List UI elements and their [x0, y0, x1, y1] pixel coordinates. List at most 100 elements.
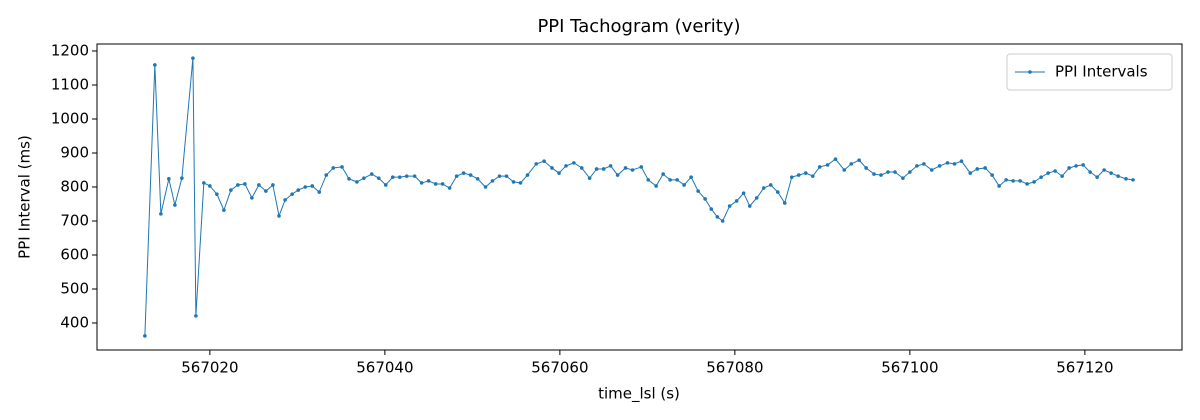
data-point	[696, 189, 700, 193]
data-point	[1032, 180, 1036, 184]
data-point	[668, 178, 672, 182]
legend-label: PPI Intervals	[1055, 63, 1148, 81]
data-point	[608, 164, 613, 168]
data-point	[243, 182, 247, 186]
y-tick-label: 800	[60, 178, 89, 196]
data-point	[271, 183, 275, 187]
data-point	[703, 197, 707, 201]
data-point	[810, 174, 815, 178]
data-point	[180, 176, 184, 180]
y-tick-label: 900	[60, 144, 89, 162]
data-point	[483, 185, 488, 189]
data-point	[768, 183, 773, 187]
data-point	[1124, 177, 1128, 181]
data-point	[1131, 178, 1135, 182]
data-point	[475, 177, 480, 181]
data-point	[412, 174, 417, 178]
data-point	[236, 183, 240, 187]
data-point	[908, 170, 912, 174]
x-tick-label: 567040	[356, 359, 413, 377]
data-point	[1025, 182, 1029, 186]
data-point	[215, 192, 219, 196]
data-point	[901, 176, 905, 180]
y-tick-label: 500	[60, 280, 89, 298]
data-point	[715, 215, 720, 219]
data-point	[654, 184, 658, 188]
data-point	[173, 203, 177, 207]
data-point	[864, 166, 868, 170]
data-point	[390, 175, 395, 179]
data-point	[1060, 174, 1064, 178]
data-point	[945, 161, 950, 165]
data-point	[1116, 174, 1120, 178]
data-point	[975, 167, 980, 171]
data-point	[1067, 166, 1071, 170]
data-point	[324, 173, 329, 177]
y-tick-label: 600	[60, 246, 89, 264]
data-point	[194, 314, 198, 318]
x-tick-label: 567020	[181, 359, 238, 377]
data-point	[317, 190, 322, 194]
data-point	[775, 190, 780, 194]
x-axis-label: time_lsl (s)	[598, 385, 680, 404]
data-point	[1109, 171, 1113, 175]
data-point	[789, 175, 794, 179]
chart-title: PPI Tachogram (verity)	[537, 16, 740, 37]
data-point	[1095, 175, 1099, 179]
data-point	[153, 63, 157, 67]
data-point	[264, 189, 268, 193]
data-point	[990, 173, 994, 177]
data-point	[468, 173, 473, 177]
x-tick-label: 567120	[1056, 359, 1113, 377]
data-point	[257, 183, 261, 187]
data-point	[557, 171, 561, 175]
data-point	[191, 56, 195, 60]
data-point	[511, 180, 516, 184]
data-point	[572, 161, 576, 165]
data-point	[290, 192, 294, 196]
data-point	[937, 164, 942, 168]
data-point	[347, 177, 351, 181]
data-point	[661, 172, 665, 176]
data-point	[1018, 179, 1022, 183]
data-point	[817, 165, 822, 169]
data-point	[159, 212, 163, 216]
data-point	[404, 174, 409, 178]
data-point	[296, 188, 301, 192]
data-point	[167, 177, 171, 181]
data-point	[720, 219, 725, 223]
data-point	[208, 184, 212, 188]
data-point	[504, 174, 509, 178]
data-point	[803, 171, 808, 175]
data-point	[397, 175, 402, 179]
data-point	[355, 180, 359, 184]
data-point	[447, 186, 452, 190]
data-point	[761, 186, 766, 190]
data-point	[796, 173, 801, 177]
data-point	[1081, 163, 1085, 167]
data-point	[872, 172, 876, 176]
data-point	[741, 191, 746, 195]
data-point	[579, 166, 584, 170]
data-point	[587, 176, 592, 180]
data-point	[709, 207, 714, 211]
legend-marker	[1028, 70, 1032, 74]
y-tick-label: 400	[60, 314, 89, 332]
data-point	[983, 166, 987, 170]
data-point	[968, 171, 973, 175]
plot-frame	[96, 43, 1183, 351]
data-point	[952, 162, 957, 166]
data-point	[490, 179, 495, 183]
data-point	[615, 173, 620, 177]
data-point	[497, 174, 502, 178]
data-point	[639, 165, 644, 169]
data-point	[1039, 175, 1043, 179]
data-point	[833, 157, 838, 161]
data-point	[734, 199, 739, 203]
y-tick-label: 1200	[51, 42, 89, 60]
data-point	[842, 168, 847, 172]
data-point	[454, 174, 459, 178]
legend-box	[1006, 53, 1173, 91]
data-point	[283, 198, 287, 202]
